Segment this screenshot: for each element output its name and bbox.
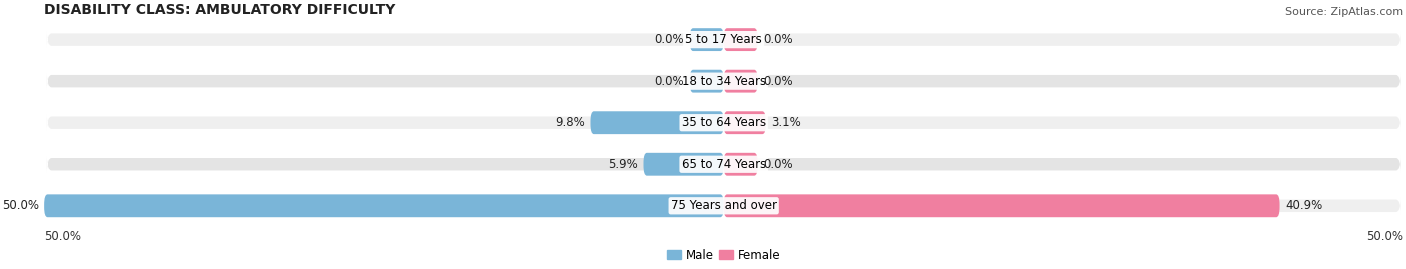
FancyBboxPatch shape [724, 111, 766, 134]
Text: 0.0%: 0.0% [763, 33, 793, 46]
FancyBboxPatch shape [724, 28, 758, 51]
FancyBboxPatch shape [46, 31, 1400, 48]
FancyBboxPatch shape [46, 114, 1400, 131]
FancyBboxPatch shape [724, 70, 758, 93]
FancyBboxPatch shape [724, 153, 758, 176]
Text: Source: ZipAtlas.com: Source: ZipAtlas.com [1285, 7, 1403, 17]
FancyBboxPatch shape [644, 153, 724, 176]
FancyBboxPatch shape [724, 194, 1279, 217]
Text: 0.0%: 0.0% [763, 158, 793, 171]
Text: 0.0%: 0.0% [655, 33, 685, 46]
FancyBboxPatch shape [44, 194, 724, 217]
FancyBboxPatch shape [690, 28, 724, 51]
Legend: Male, Female: Male, Female [662, 244, 786, 266]
Text: 5 to 17 Years: 5 to 17 Years [685, 33, 762, 46]
Text: 65 to 74 Years: 65 to 74 Years [682, 158, 766, 171]
Text: 75 Years and over: 75 Years and over [671, 199, 776, 212]
FancyBboxPatch shape [46, 197, 1400, 214]
Text: 0.0%: 0.0% [763, 75, 793, 88]
FancyBboxPatch shape [690, 70, 724, 93]
Text: 50.0%: 50.0% [1367, 230, 1403, 243]
Text: 40.9%: 40.9% [1285, 199, 1322, 212]
Text: 9.8%: 9.8% [555, 116, 585, 129]
Text: 50.0%: 50.0% [44, 230, 82, 243]
Text: 3.1%: 3.1% [772, 116, 801, 129]
Text: 5.9%: 5.9% [609, 158, 638, 171]
Text: 50.0%: 50.0% [1, 199, 39, 212]
FancyBboxPatch shape [591, 111, 724, 134]
Text: 0.0%: 0.0% [655, 75, 685, 88]
Text: DISABILITY CLASS: AMBULATORY DIFFICULTY: DISABILITY CLASS: AMBULATORY DIFFICULTY [44, 3, 395, 17]
FancyBboxPatch shape [46, 156, 1400, 172]
Text: 35 to 64 Years: 35 to 64 Years [682, 116, 766, 129]
Text: 18 to 34 Years: 18 to 34 Years [682, 75, 766, 88]
FancyBboxPatch shape [46, 73, 1400, 90]
